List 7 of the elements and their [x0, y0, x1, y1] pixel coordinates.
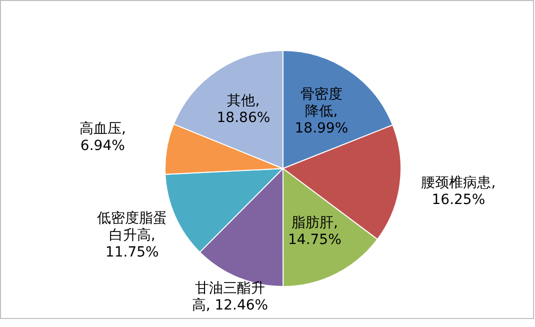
- slice-label: 腰颈椎病患, 16.25%: [421, 175, 496, 208]
- slice-label: 骨密度降低, 18.99%: [294, 86, 348, 137]
- slice-label: 甘油三酯升高, 12.46%: [192, 280, 268, 314]
- slice-label: 脂肪肝, 14.75%: [288, 214, 342, 248]
- slice-label: 高血压, 6.94%: [79, 121, 126, 154]
- slice-label: 低密度脂蛋白升高, 11.75%: [97, 210, 168, 260]
- slice-label: 其他, 18.86%: [216, 92, 270, 126]
